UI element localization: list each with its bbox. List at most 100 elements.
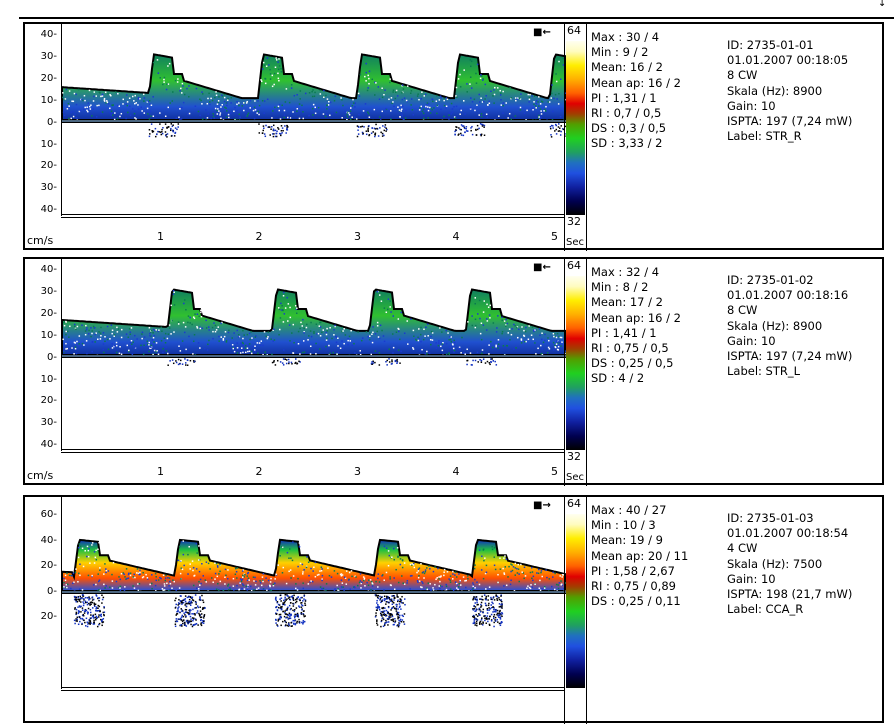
speckle <box>279 309 281 311</box>
reverse-flow-speckle <box>99 611 101 613</box>
speckle <box>517 572 519 574</box>
speckle <box>274 73 276 75</box>
speckle <box>227 98 229 100</box>
reverse-flow-speckle <box>194 614 196 616</box>
speckle <box>262 576 264 578</box>
speckle <box>199 571 201 573</box>
reverse-flow-speckle <box>170 130 172 132</box>
speckle <box>555 73 557 75</box>
reverse-flow-speckle <box>189 620 191 622</box>
reverse-flow-speckle <box>289 613 291 615</box>
speckle <box>552 111 554 113</box>
speckle <box>460 352 462 354</box>
speckle <box>90 327 92 329</box>
speckle <box>245 345 247 347</box>
reverse-flow-speckle <box>371 361 373 363</box>
reverse-flow-speckle <box>187 620 189 622</box>
reverse-flow-speckle <box>286 363 288 365</box>
speckle <box>134 335 136 337</box>
speckle <box>151 583 153 585</box>
reverse-flow-speckle <box>394 597 396 599</box>
reverse-flow-speckle <box>275 598 277 600</box>
speckle <box>368 585 370 587</box>
reverse-flow-speckle <box>375 615 377 617</box>
speckle <box>179 90 181 92</box>
spectrogram[interactable] <box>61 259 565 451</box>
speckle <box>389 82 391 84</box>
speckle <box>286 297 288 299</box>
speckle <box>511 328 512 330</box>
speckle <box>328 104 330 106</box>
reverse-flow-speckle <box>91 617 93 619</box>
speckle <box>344 111 346 113</box>
reverse-flow-speckle <box>497 613 499 615</box>
reverse-flow-speckle <box>183 616 185 618</box>
speckle <box>502 112 504 114</box>
reverse-flow-speckle <box>192 599 194 601</box>
speckle <box>505 566 507 568</box>
speckle <box>79 563 81 565</box>
reverse-flow-speckle <box>397 599 399 601</box>
speckle <box>306 327 308 329</box>
reverse-flow-speckle <box>283 611 285 613</box>
speckle <box>321 568 323 570</box>
speckle <box>138 108 140 110</box>
speckle <box>497 347 499 349</box>
reverse-flow-speckle <box>276 624 278 626</box>
reverse-flow-speckle <box>479 614 481 616</box>
speckle <box>172 100 174 102</box>
reverse-flow-speckle <box>273 128 275 130</box>
speckle <box>268 331 270 333</box>
reverse-flow-speckle <box>85 601 87 603</box>
reverse-flow-speckle <box>481 619 483 621</box>
speckle <box>342 574 344 576</box>
reverse-flow-speckle <box>298 619 300 621</box>
speckle <box>308 561 310 563</box>
reverse-flow-speckle <box>190 604 192 606</box>
speckle <box>411 90 413 92</box>
speckle <box>116 352 118 354</box>
reverse-flow-speckle <box>495 617 497 619</box>
spectrogram[interactable] <box>61 497 565 689</box>
speckle <box>474 110 476 112</box>
speckle <box>312 114 314 116</box>
speckle <box>223 338 225 340</box>
speckle <box>510 563 512 565</box>
speckle <box>280 317 282 319</box>
speckle <box>225 575 227 577</box>
reverse-flow-speckle <box>172 359 174 361</box>
reverse-flow-speckle <box>197 624 199 626</box>
speckle <box>428 565 430 567</box>
reverse-flow-speckle <box>558 126 560 128</box>
speckle <box>495 569 497 571</box>
speckle <box>378 573 380 575</box>
reverse-flow-speckle <box>181 619 183 621</box>
speckle <box>169 577 171 579</box>
baseline-highlight <box>62 121 566 122</box>
speckle <box>381 111 383 113</box>
speckle <box>477 64 479 66</box>
speckle <box>378 336 380 338</box>
speckle <box>217 326 219 328</box>
reverse-flow-speckle <box>78 599 80 601</box>
speckle <box>75 329 77 331</box>
speckle <box>109 94 111 96</box>
color-scale-max: 64 <box>567 497 581 510</box>
reverse-flow-speckle <box>160 131 162 133</box>
reverse-flow-speckle <box>475 618 477 620</box>
speckle <box>342 105 344 107</box>
speckle <box>100 338 102 340</box>
speckle <box>111 113 113 115</box>
reverse-flow-speckle <box>79 605 81 607</box>
reverse-flow-speckle <box>178 599 180 601</box>
speckle <box>393 577 395 579</box>
speckle <box>211 577 213 579</box>
speckle <box>212 327 214 329</box>
speckle <box>392 91 394 93</box>
speckle <box>198 545 200 547</box>
speckle <box>364 585 366 587</box>
spectrogram[interactable] <box>61 24 565 216</box>
